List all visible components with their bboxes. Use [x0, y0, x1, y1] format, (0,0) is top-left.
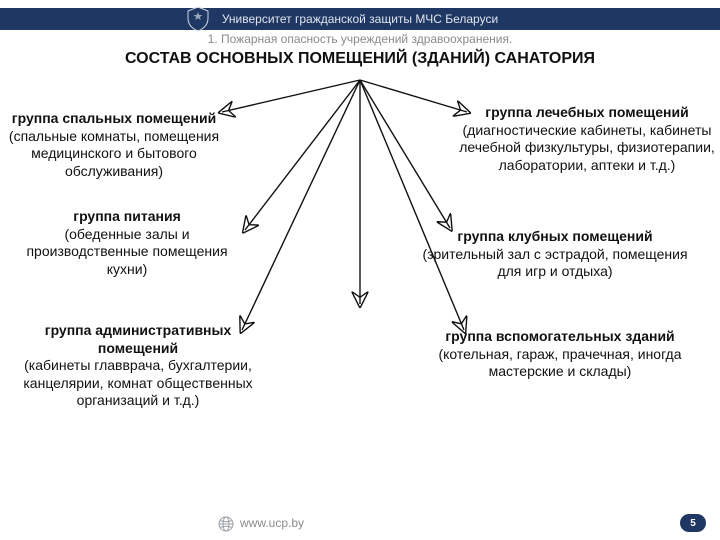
node-admin: группа административных помещений(кабине… [22, 322, 254, 410]
node-title: группа клубных помещений [457, 228, 652, 244]
node-food: группа питания (обеденные залы и производ… [24, 208, 230, 278]
node-desc: (кабинеты главврача, бухгалтерии, канцел… [23, 357, 252, 408]
node-aux: группа вспомогательных зданий (котельная,… [400, 328, 720, 381]
node-title: группа вспомогательных зданий [445, 328, 674, 344]
node-desc: (спальные комнаты, помещения медицинског… [9, 128, 219, 179]
node-title: группа административных помещений [45, 322, 232, 356]
node-desc: (зрительный зал с эстрадой, помещения дл… [422, 246, 687, 280]
globe-icon [218, 516, 234, 532]
node-desc: (котельная, гараж, прачечная, иногда мас… [438, 346, 681, 380]
node-club: группа клубных помещений (зрительный зал … [410, 228, 700, 281]
node-title: группа лечебных помещений [485, 104, 688, 120]
slide: Университет гражданской защиты МЧС Белар… [0, 0, 720, 540]
footer: www.ucp.by 5 [0, 512, 720, 534]
node-medical: группа лечебных помещений (диагностически… [454, 104, 720, 174]
node-title: группа спальных помещений [12, 110, 216, 126]
footer-url: www.ucp.by [240, 516, 304, 530]
node-desc: (диагностические кабинеты, кабинеты лече… [459, 122, 715, 173]
node-title: группа питания [73, 208, 181, 224]
node-sleeping: группа спальных помещений (спальные комна… [2, 110, 226, 180]
node-desc: (обеденные залы и производственные помещ… [26, 226, 227, 277]
page-number-badge: 5 [680, 514, 706, 532]
